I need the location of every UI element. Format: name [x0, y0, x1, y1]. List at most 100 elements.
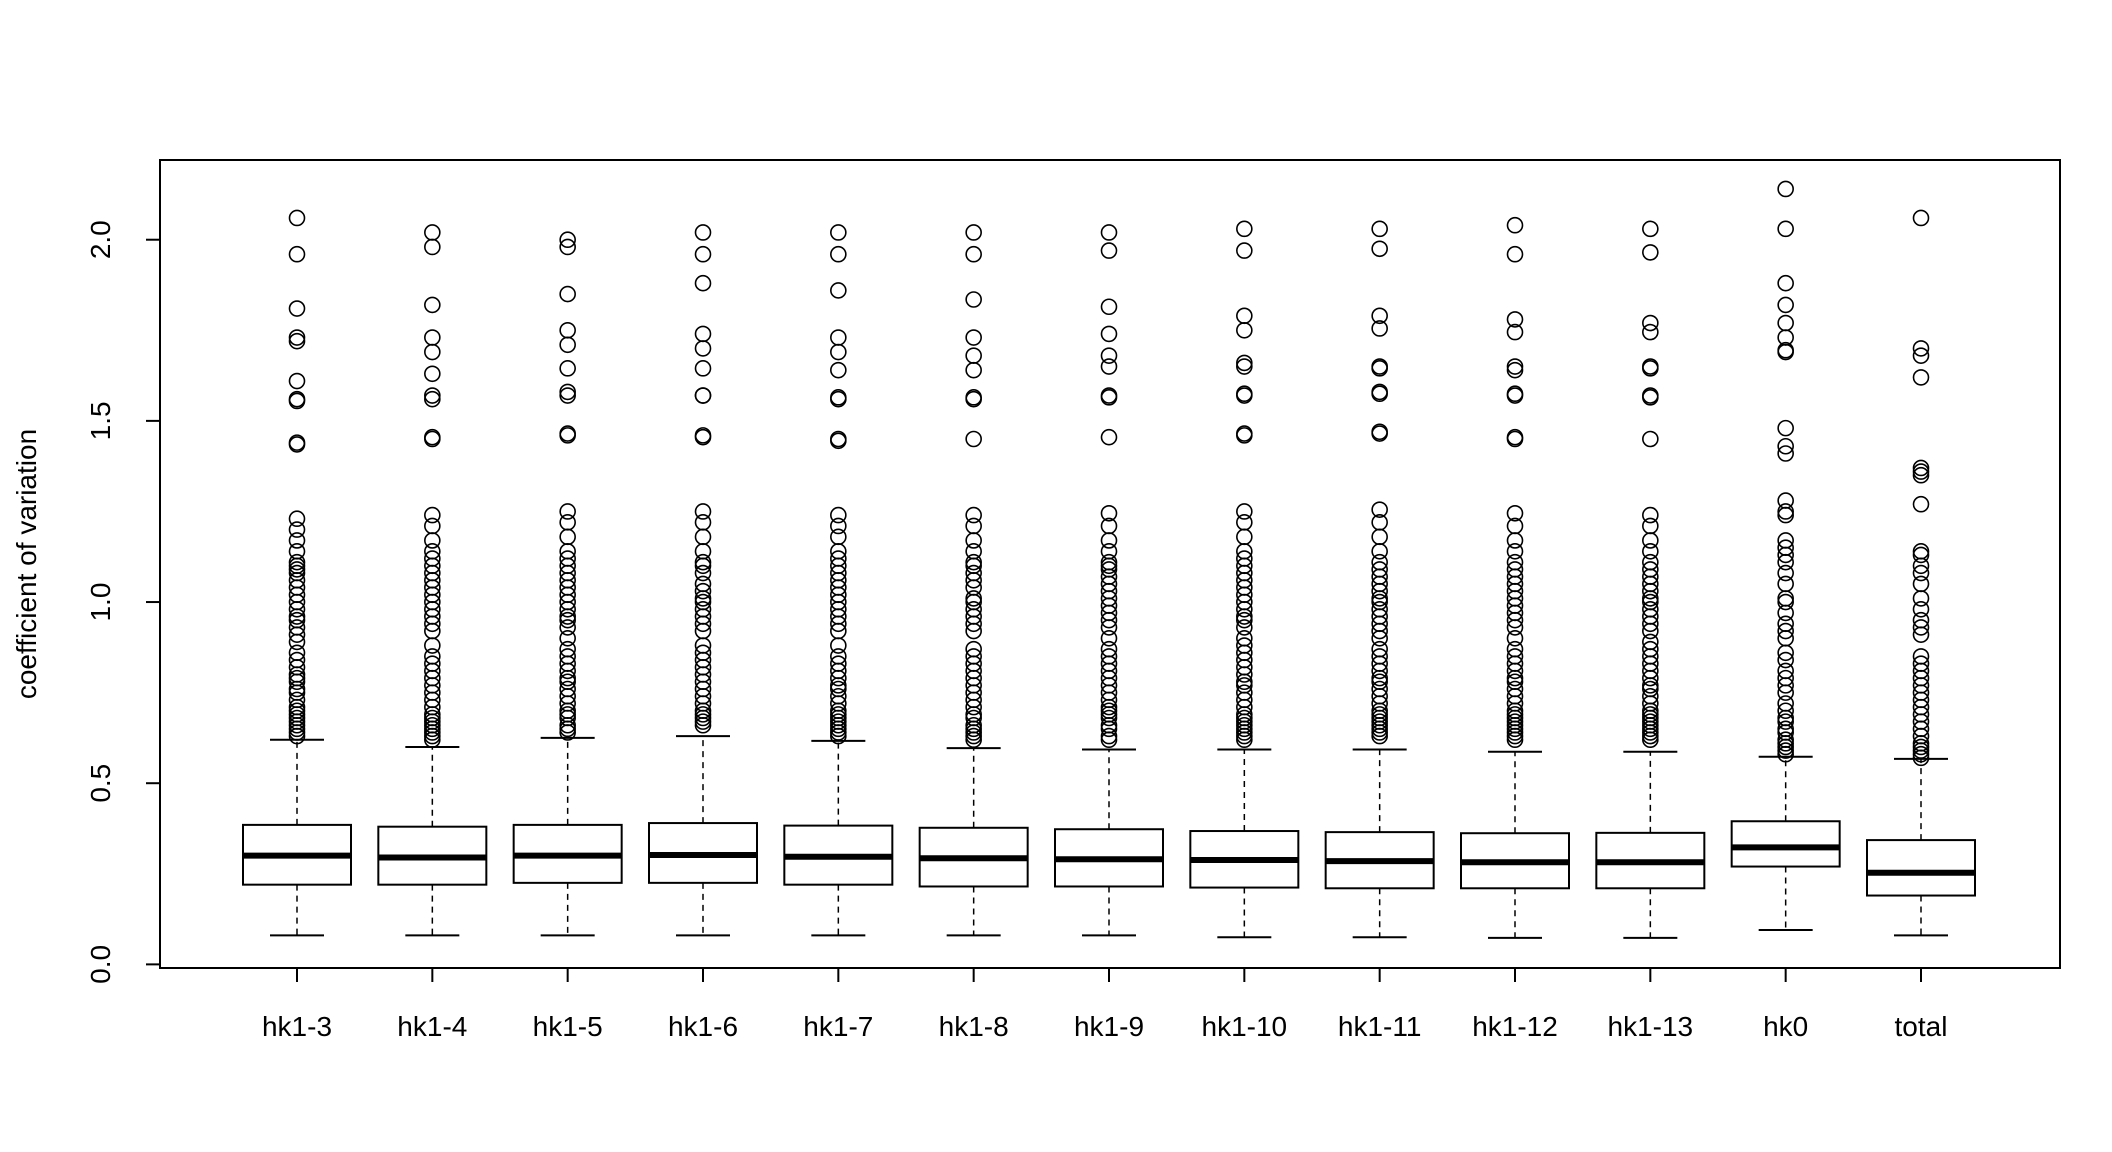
outlier-point — [1642, 323, 1659, 341]
outlier-point — [424, 387, 441, 404]
x-tick-label: hk1-13 — [1608, 1011, 1694, 1042]
outlier-point — [288, 673, 306, 691]
outlier-point — [288, 245, 306, 263]
outlier-point — [830, 669, 847, 687]
outlier-point — [559, 619, 576, 636]
outlier-point — [1100, 325, 1118, 343]
outlier-point — [559, 528, 576, 546]
outlier-point — [1777, 314, 1794, 332]
outlier-point — [1777, 503, 1794, 520]
outlier-point — [1777, 506, 1794, 524]
box-group-hk1-3 — [242, 209, 352, 937]
outlier-point — [1236, 673, 1253, 691]
x-tick-label: hk1-7 — [803, 1011, 873, 1042]
outlier-point — [830, 615, 847, 633]
outlier-point — [830, 528, 847, 546]
outlier-point — [1777, 742, 1794, 759]
outlier-point — [1642, 314, 1659, 332]
outlier-point — [1100, 358, 1118, 375]
box-group-hk1-11 — [1324, 220, 1435, 939]
outlier-point — [1777, 575, 1794, 593]
outlier-point — [559, 285, 576, 303]
outlier-point — [1236, 619, 1253, 636]
outlier-point — [1371, 716, 1388, 734]
outlier-point — [424, 430, 441, 448]
outlier-point — [1642, 389, 1659, 406]
outlier-point — [424, 720, 441, 738]
outlier-point — [1777, 622, 1794, 640]
outlier-point — [965, 590, 982, 607]
x-tick-label: hk1-10 — [1202, 1011, 1288, 1042]
outlier-point — [1912, 347, 1930, 364]
outlier-point — [830, 720, 847, 738]
outlier-point — [830, 506, 847, 524]
outlier-point — [1371, 727, 1388, 745]
outlier-point — [288, 332, 306, 350]
outlier-point — [830, 390, 847, 408]
outlier-point — [1236, 727, 1253, 745]
outlier-point — [830, 517, 847, 535]
outlier-point — [1506, 430, 1524, 448]
outlier-point — [559, 716, 576, 734]
outlier-point — [694, 428, 712, 446]
box-group-hk1-7 — [783, 224, 894, 937]
outlier-point — [559, 662, 576, 680]
outlier-point — [694, 557, 712, 575]
outlier-point — [1236, 600, 1253, 618]
outlier-point — [830, 637, 847, 654]
outlier-point — [288, 724, 306, 741]
x-tick-label: hk1-6 — [668, 1011, 738, 1042]
iqr-box — [1866, 839, 1976, 897]
outlier-point — [1506, 245, 1524, 263]
outlier-point — [694, 713, 712, 730]
outlier-point — [1912, 369, 1930, 386]
outlier-point — [965, 245, 982, 263]
outlier-point — [288, 626, 306, 643]
y-tick-label: 0.5 — [85, 764, 116, 803]
outlier-point — [965, 329, 982, 346]
outlier-point — [1506, 311, 1524, 328]
outlier-point — [424, 724, 441, 741]
outlier-point — [830, 677, 847, 694]
outlier-point — [1642, 720, 1659, 738]
outlier-point — [1100, 242, 1118, 259]
outlier-point — [1100, 698, 1118, 716]
outlier-point — [288, 436, 306, 453]
outlier-point — [559, 231, 576, 249]
outlier-point — [559, 600, 576, 618]
outlier-point — [1236, 358, 1253, 375]
outlier-point — [1506, 387, 1524, 404]
outlier-point — [1777, 738, 1794, 756]
outlier-point — [694, 224, 712, 241]
box-group-hk1-13 — [1595, 220, 1706, 939]
outlier-point — [1371, 622, 1388, 640]
y-axis-title: coefficient of variation — [11, 429, 42, 699]
outlier-point — [694, 582, 712, 600]
outlier-point — [1506, 611, 1524, 629]
outlier-point — [965, 572, 982, 589]
outlier-point — [1777, 419, 1794, 437]
outlier-point — [1777, 180, 1794, 198]
x-tick-label: hk1-11 — [1338, 1011, 1422, 1042]
outlier-point — [1912, 564, 1930, 582]
x-tick-label: hk1-8 — [939, 1011, 1009, 1042]
outlier-point — [288, 392, 306, 410]
outlier-point — [424, 224, 441, 241]
outlier-point — [288, 633, 306, 651]
outlier-point — [424, 637, 441, 654]
outlier-point — [288, 600, 306, 618]
outlier-point — [1642, 430, 1659, 448]
outlier-point — [1236, 528, 1253, 546]
outlier-point — [830, 245, 847, 263]
outlier-point — [424, 329, 441, 346]
outlier-point — [830, 724, 847, 741]
outlier-point — [1236, 427, 1253, 444]
outlier-point — [559, 336, 576, 354]
x-tick-label: hk1-5 — [533, 1011, 603, 1042]
outlier-point — [1912, 546, 1930, 564]
outlier-point — [965, 361, 982, 379]
outlier-point — [1912, 463, 1930, 480]
outlier-point — [1100, 619, 1118, 636]
outlier-point — [559, 503, 576, 520]
outlier-point — [965, 517, 982, 535]
